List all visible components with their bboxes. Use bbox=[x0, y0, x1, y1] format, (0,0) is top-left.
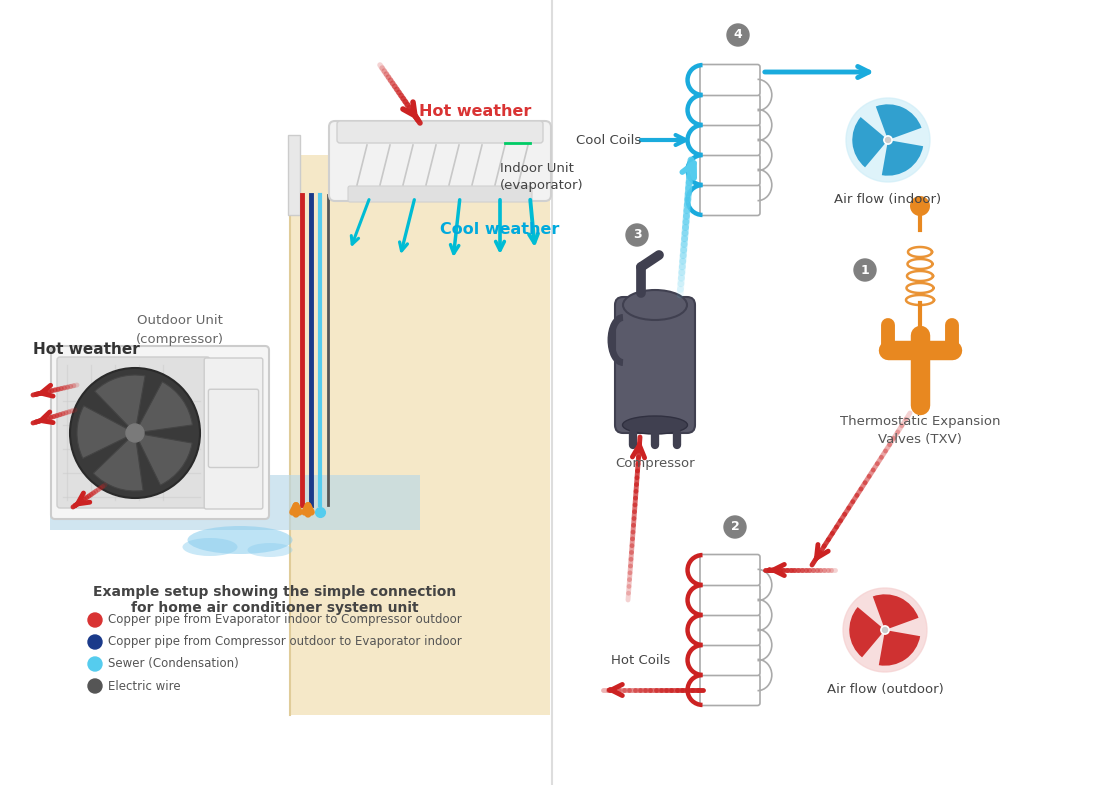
Ellipse shape bbox=[187, 526, 292, 554]
Text: Copper pipe from Evaporator indoor to Compressor outdoor: Copper pipe from Evaporator indoor to Co… bbox=[108, 614, 462, 626]
Circle shape bbox=[884, 136, 893, 144]
Circle shape bbox=[88, 613, 102, 627]
FancyBboxPatch shape bbox=[208, 389, 259, 468]
Circle shape bbox=[846, 98, 930, 182]
FancyBboxPatch shape bbox=[700, 674, 760, 706]
Text: Example setup showing the simple connection
for home air conditioner system unit: Example setup showing the simple connect… bbox=[94, 585, 456, 615]
FancyBboxPatch shape bbox=[57, 357, 210, 508]
Circle shape bbox=[880, 626, 889, 634]
Text: Electric wire: Electric wire bbox=[108, 680, 181, 692]
Text: Sewer (Condensation): Sewer (Condensation) bbox=[108, 658, 239, 670]
Text: Indoor Unit
(evaporator): Indoor Unit (evaporator) bbox=[500, 162, 584, 192]
FancyBboxPatch shape bbox=[700, 125, 760, 155]
Wedge shape bbox=[873, 594, 919, 630]
FancyBboxPatch shape bbox=[348, 186, 532, 202]
FancyBboxPatch shape bbox=[700, 615, 760, 645]
Wedge shape bbox=[878, 630, 920, 666]
Text: Hot weather: Hot weather bbox=[33, 342, 140, 357]
Text: Copper pipe from Compressor outdoor to Evaporator indoor: Copper pipe from Compressor outdoor to E… bbox=[108, 636, 462, 648]
Circle shape bbox=[88, 635, 102, 649]
Wedge shape bbox=[77, 406, 136, 458]
FancyBboxPatch shape bbox=[700, 94, 760, 126]
Polygon shape bbox=[50, 475, 420, 530]
Circle shape bbox=[910, 196, 930, 216]
Ellipse shape bbox=[183, 538, 238, 556]
Ellipse shape bbox=[623, 290, 687, 320]
FancyBboxPatch shape bbox=[700, 64, 760, 96]
Circle shape bbox=[626, 224, 648, 246]
Circle shape bbox=[886, 137, 890, 143]
Wedge shape bbox=[95, 375, 145, 433]
FancyBboxPatch shape bbox=[700, 155, 760, 185]
Wedge shape bbox=[136, 382, 193, 433]
Text: Thermostatic Expansion
Valves (TXV): Thermostatic Expansion Valves (TXV) bbox=[840, 414, 1001, 446]
FancyBboxPatch shape bbox=[337, 121, 543, 143]
Text: Air flow (outdoor): Air flow (outdoor) bbox=[826, 684, 943, 696]
Wedge shape bbox=[852, 117, 888, 167]
Text: 3: 3 bbox=[633, 228, 641, 242]
FancyBboxPatch shape bbox=[700, 554, 760, 586]
Circle shape bbox=[88, 657, 102, 671]
Text: Hot Coils: Hot Coils bbox=[612, 653, 671, 666]
Text: Compressor: Compressor bbox=[615, 457, 695, 469]
Wedge shape bbox=[882, 140, 923, 176]
Circle shape bbox=[71, 368, 199, 498]
Circle shape bbox=[854, 259, 876, 281]
Circle shape bbox=[883, 627, 887, 633]
FancyBboxPatch shape bbox=[700, 184, 760, 216]
Circle shape bbox=[126, 424, 144, 442]
Text: Cool weather: Cool weather bbox=[441, 222, 560, 238]
Text: Air flow (indoor): Air flow (indoor) bbox=[834, 193, 941, 206]
Wedge shape bbox=[136, 433, 192, 485]
Text: 4: 4 bbox=[734, 28, 743, 42]
Text: Outdoor Unit
(compressor): Outdoor Unit (compressor) bbox=[136, 315, 224, 345]
FancyBboxPatch shape bbox=[51, 346, 269, 519]
FancyBboxPatch shape bbox=[700, 644, 760, 676]
Circle shape bbox=[843, 588, 927, 672]
Bar bbox=[288, 135, 300, 215]
FancyBboxPatch shape bbox=[615, 297, 695, 433]
Text: Cool Coils: Cool Coils bbox=[575, 133, 641, 147]
Circle shape bbox=[724, 516, 746, 538]
Bar bbox=[290, 155, 550, 715]
Ellipse shape bbox=[623, 416, 688, 434]
FancyBboxPatch shape bbox=[204, 358, 262, 509]
Wedge shape bbox=[850, 607, 885, 657]
Ellipse shape bbox=[248, 543, 292, 557]
FancyBboxPatch shape bbox=[329, 121, 551, 201]
Text: 2: 2 bbox=[731, 520, 739, 534]
FancyBboxPatch shape bbox=[700, 585, 760, 615]
Circle shape bbox=[727, 24, 749, 46]
Wedge shape bbox=[876, 104, 921, 140]
Circle shape bbox=[88, 679, 102, 693]
Text: Hot weather: Hot weather bbox=[419, 104, 531, 119]
Wedge shape bbox=[94, 433, 143, 491]
Text: 1: 1 bbox=[861, 264, 869, 276]
